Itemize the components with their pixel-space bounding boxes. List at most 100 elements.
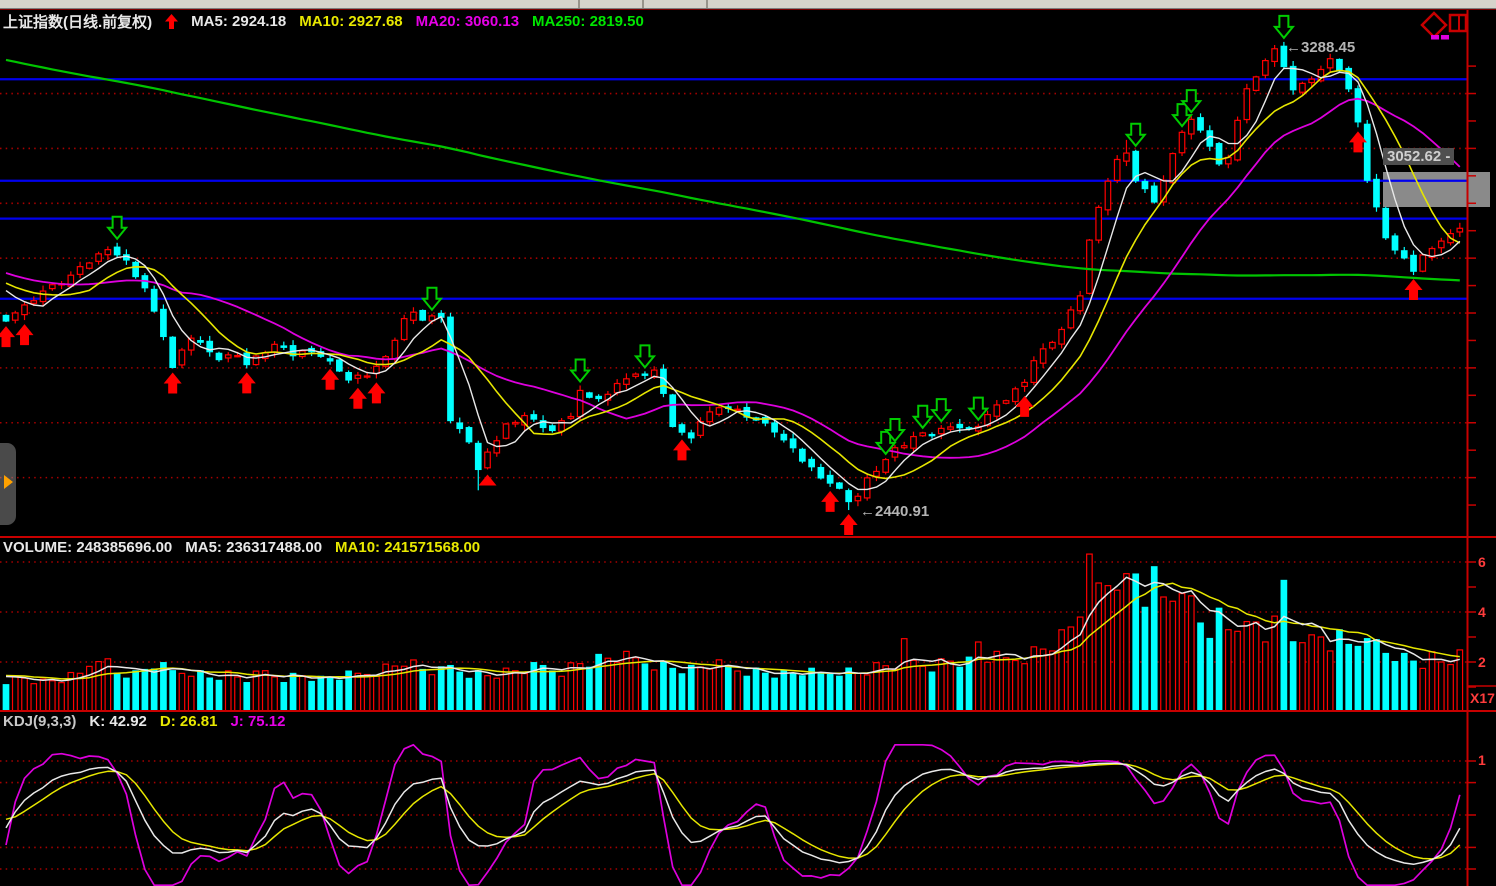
volume-bar [326, 677, 334, 710]
volume-bar [456, 671, 464, 710]
candle [641, 373, 649, 376]
ma20-line [5, 97, 1461, 459]
sell-arrow-icon [106, 215, 129, 241]
candle [1076, 295, 1084, 312]
volume-bar [1410, 660, 1417, 710]
buy-arrow-icon [0, 326, 15, 348]
side-drawer-handle[interactable] [0, 443, 16, 525]
drawer-expand-icon [4, 475, 13, 489]
volume-bar [206, 677, 214, 710]
candle [956, 423, 964, 429]
candle [734, 408, 741, 411]
volume-bar [95, 660, 102, 710]
candle [11, 312, 19, 321]
volume-bar [1336, 629, 1343, 710]
instrument-title: 上证指数(日线.前复权) [3, 14, 153, 31]
volume-panel [0, 553, 1467, 710]
candle [799, 448, 806, 462]
kdj-panel-header: KDJ(9,3,3) K: 42.92 D: 26.81 J: 75.12 [3, 713, 286, 730]
volume-bar [1021, 663, 1028, 710]
diamond-tool-icon[interactable] [1420, 11, 1448, 39]
candle [1308, 78, 1316, 84]
volume-bar [771, 677, 778, 710]
volume-bar [363, 673, 371, 710]
volume-bar [808, 667, 815, 710]
volume-bar [1039, 648, 1047, 710]
candle [1382, 207, 1390, 239]
candle [687, 432, 695, 439]
candle [39, 290, 47, 303]
candle [1280, 45, 1288, 68]
volume-bar [1169, 600, 1177, 710]
kdj-title: KDJ(9,3,3) [3, 713, 77, 730]
volume-bar [650, 669, 658, 710]
magenta-mark [1441, 35, 1449, 40]
volume-bar [1187, 595, 1195, 710]
trend-up-arrow-icon [165, 14, 179, 29]
sell-arrow-icon [1180, 89, 1203, 114]
candle [937, 427, 945, 435]
volume-bar [1428, 651, 1436, 710]
volume-bar [817, 672, 825, 710]
candle [1058, 328, 1065, 345]
volume-bar [1150, 566, 1158, 710]
candle [21, 304, 28, 316]
sell-arrow-icon [1272, 14, 1295, 40]
volume-bar [280, 681, 288, 710]
volume-bar [308, 680, 315, 710]
volume-bar [947, 660, 954, 710]
volume-value: VOLUME: 248385696.00 [3, 539, 173, 556]
candle [1104, 180, 1112, 211]
candle [484, 451, 491, 469]
kdj-d-line [5, 763, 1461, 860]
volume-bar [882, 665, 890, 710]
candle [280, 345, 288, 348]
sell-arrow-icon [874, 430, 897, 456]
ma250-line [5, 58, 1460, 282]
volume-bar [734, 670, 741, 710]
volume-bar [197, 670, 204, 710]
candle [1243, 88, 1251, 121]
volume-bar [67, 671, 75, 710]
volume-bar [419, 668, 427, 710]
trough-price-annotation: ←2440.91 [860, 503, 930, 520]
volume-bar [1215, 607, 1223, 710]
candle [132, 261, 139, 278]
ma250-value: MA250: 2819.50 [532, 13, 644, 30]
candle [400, 318, 408, 341]
volume-bar [160, 662, 167, 710]
sell-arrow-icon [569, 358, 592, 384]
candle [984, 413, 991, 427]
volume-bar [697, 666, 704, 710]
volume-bar [1141, 606, 1149, 710]
volume-bar [1419, 667, 1427, 710]
volume-bar [1132, 573, 1140, 710]
volume-bar [1391, 660, 1399, 710]
volume-bar [382, 663, 390, 710]
candle [1178, 131, 1186, 154]
volume-bar [1456, 649, 1464, 710]
peak-price-annotation: ←3288.45 [1286, 39, 1356, 56]
current-price-annotation: 3052.62 - [1383, 148, 1455, 165]
candle [1039, 348, 1047, 364]
candle [928, 433, 936, 437]
volume-bar [984, 661, 991, 710]
candle [1400, 250, 1408, 259]
candle [789, 438, 797, 449]
buy-arrow-icon [15, 324, 34, 346]
candle [502, 423, 510, 439]
candle [1252, 76, 1260, 92]
candle [706, 411, 714, 423]
candle [1373, 178, 1380, 208]
chart-corner-icons[interactable] [1420, 11, 1468, 40]
candle [419, 309, 427, 321]
candle [160, 308, 167, 338]
candle [1391, 235, 1399, 251]
volume-bar [873, 662, 880, 710]
volume-bar [169, 670, 177, 710]
volume-bar [1104, 585, 1112, 710]
volume-bar [1326, 650, 1334, 710]
buy-arrow-icon [821, 490, 840, 512]
